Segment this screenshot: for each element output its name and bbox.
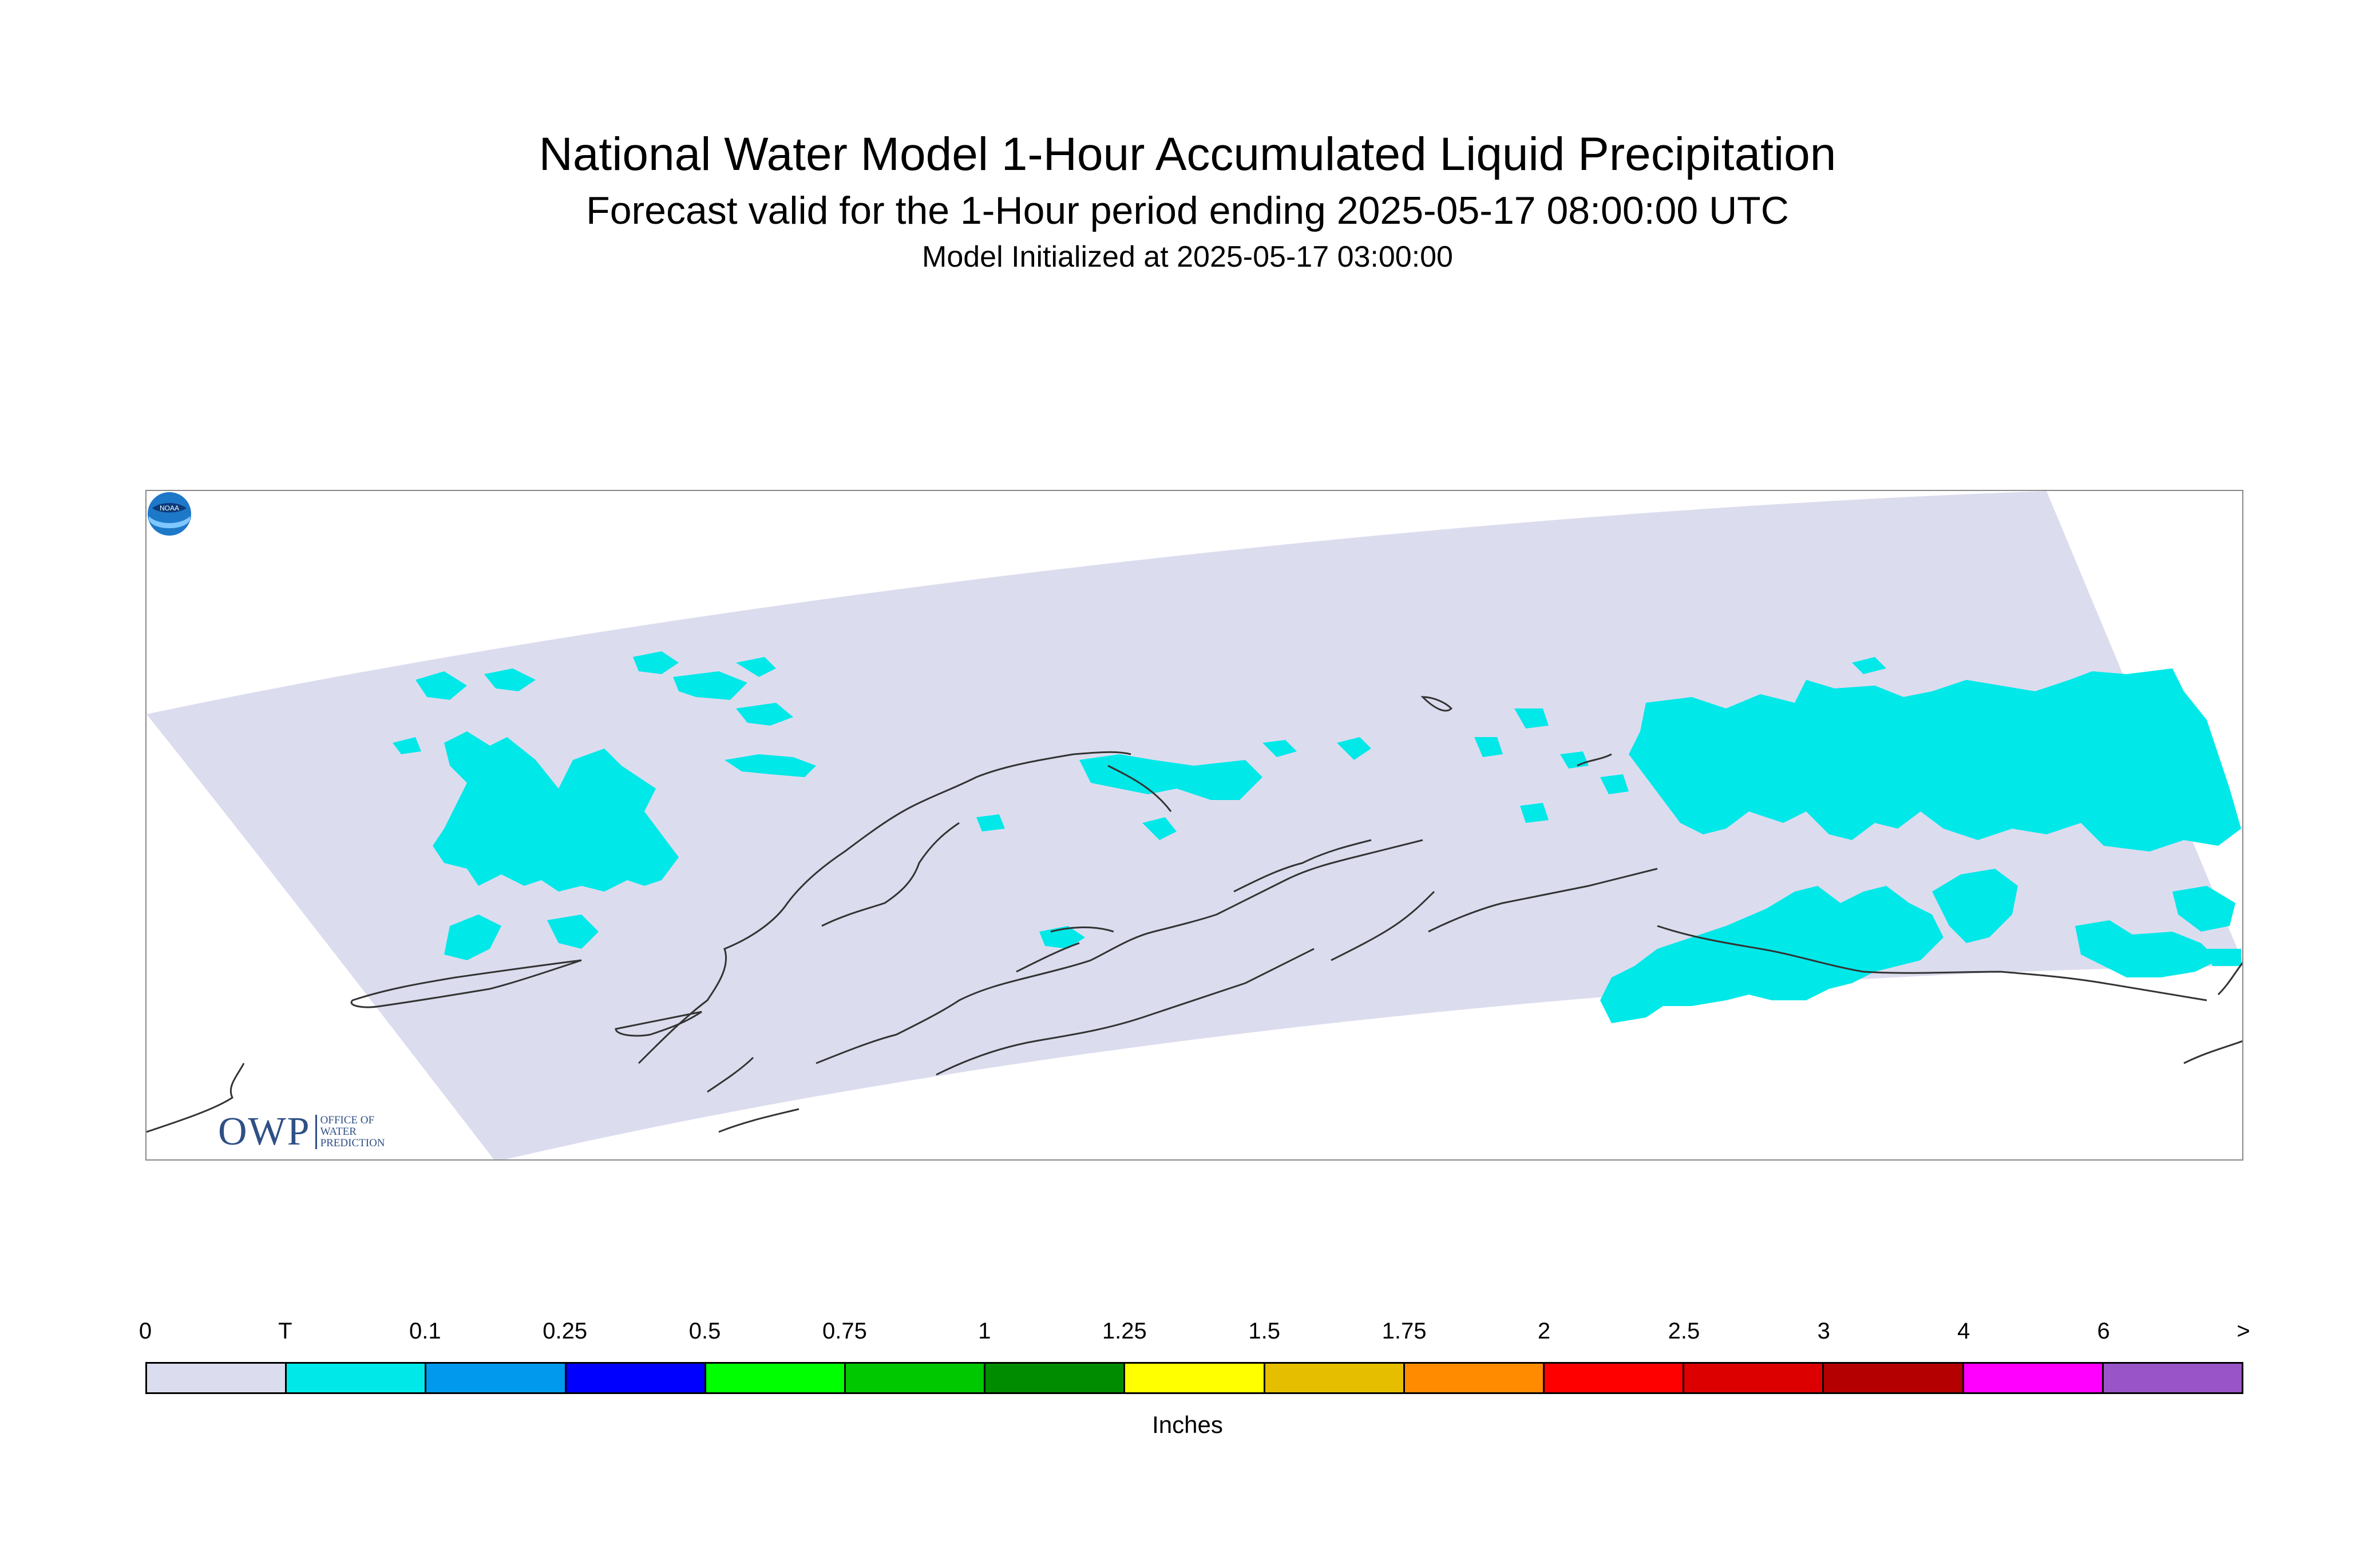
forecast-valid-subtitle: Forecast valid for the 1-Hour period end… [586, 189, 1789, 232]
legend-label-9: 1.75 [1382, 1318, 1427, 1344]
legend-label-3: 0.25 [543, 1318, 588, 1344]
legend-label-2: 0.1 [409, 1318, 441, 1344]
owp-sub-line-2: WATER [320, 1126, 357, 1138]
legend-swatch-6 [985, 1364, 1126, 1392]
legend-unit-label: Inches [1152, 1411, 1223, 1438]
legend-label-7: 1.25 [1102, 1318, 1147, 1344]
owp-logo-text: OWP [218, 1110, 311, 1154]
legend-swatch-5 [846, 1364, 986, 1392]
legend-swatch-2 [426, 1364, 567, 1392]
owp-logo-subtext: OFFICE OF WATER PREDICTION [315, 1115, 385, 1149]
map-panel: OWP OFFICE OF WATER PREDICTION NOAA [145, 490, 2243, 1161]
legend-swatch-8 [1265, 1364, 1405, 1392]
trace-precip-areas [393, 651, 2241, 1023]
map-title: National Water Model 1-Hour Accumulated … [539, 128, 1836, 180]
legend-swatch-12 [1824, 1364, 1964, 1392]
noaa-logo: NOAA [148, 492, 191, 536]
owp-sub-line-3: PREDICTION [320, 1137, 385, 1149]
legend-label-1: T [278, 1318, 292, 1344]
legend-label-0: 0 [138, 1318, 152, 1344]
precip-color-legend [145, 1362, 2243, 1394]
legend-label-12: 3 [1817, 1318, 1830, 1344]
legend-swatch-4 [706, 1364, 846, 1392]
legend-labels: 0 T 0.1 0.25 0.5 0.75 1 1.25 1.5 1.75 2 2.5 3 4 6 > [139, 1318, 2250, 1346]
coastlines [147, 696, 2242, 1133]
legend-swatch-3 [566, 1364, 706, 1392]
legend-swatch-11 [1684, 1364, 1824, 1392]
legend-swatch-10 [1545, 1364, 1685, 1392]
legend-swatch-1 [287, 1364, 427, 1392]
svg-text:NOAA: NOAA [160, 504, 179, 512]
legend-swatch-9 [1404, 1364, 1545, 1392]
legend-label-10: 2 [1537, 1318, 1551, 1344]
legend-label-8: 1.5 [1248, 1318, 1280, 1344]
legend-label-13: 4 [1957, 1318, 1970, 1344]
legend-label-5: 0.75 [822, 1318, 867, 1344]
model-init-line: Model Initialized at 2025-05-17 03:00:00 [922, 240, 1453, 274]
legend-label-15: > [2237, 1318, 2250, 1344]
legend-swatch-14 [2103, 1364, 2242, 1392]
legend-swatch-7 [1125, 1364, 1265, 1392]
owp-sub-line-1: OFFICE OF [320, 1114, 375, 1126]
legend-swatch-0 [147, 1364, 287, 1392]
legend-label-6: 1 [978, 1318, 991, 1344]
map-canvas [147, 491, 2242, 1159]
legend-label-11: 2.5 [1668, 1318, 1700, 1344]
legend-label-14: 6 [2097, 1318, 2110, 1344]
owp-logo: OWP OFFICE OF WATER PREDICTION [218, 1110, 385, 1154]
legend-swatch-13 [1964, 1364, 2104, 1392]
legend-label-4: 0.5 [688, 1318, 721, 1344]
